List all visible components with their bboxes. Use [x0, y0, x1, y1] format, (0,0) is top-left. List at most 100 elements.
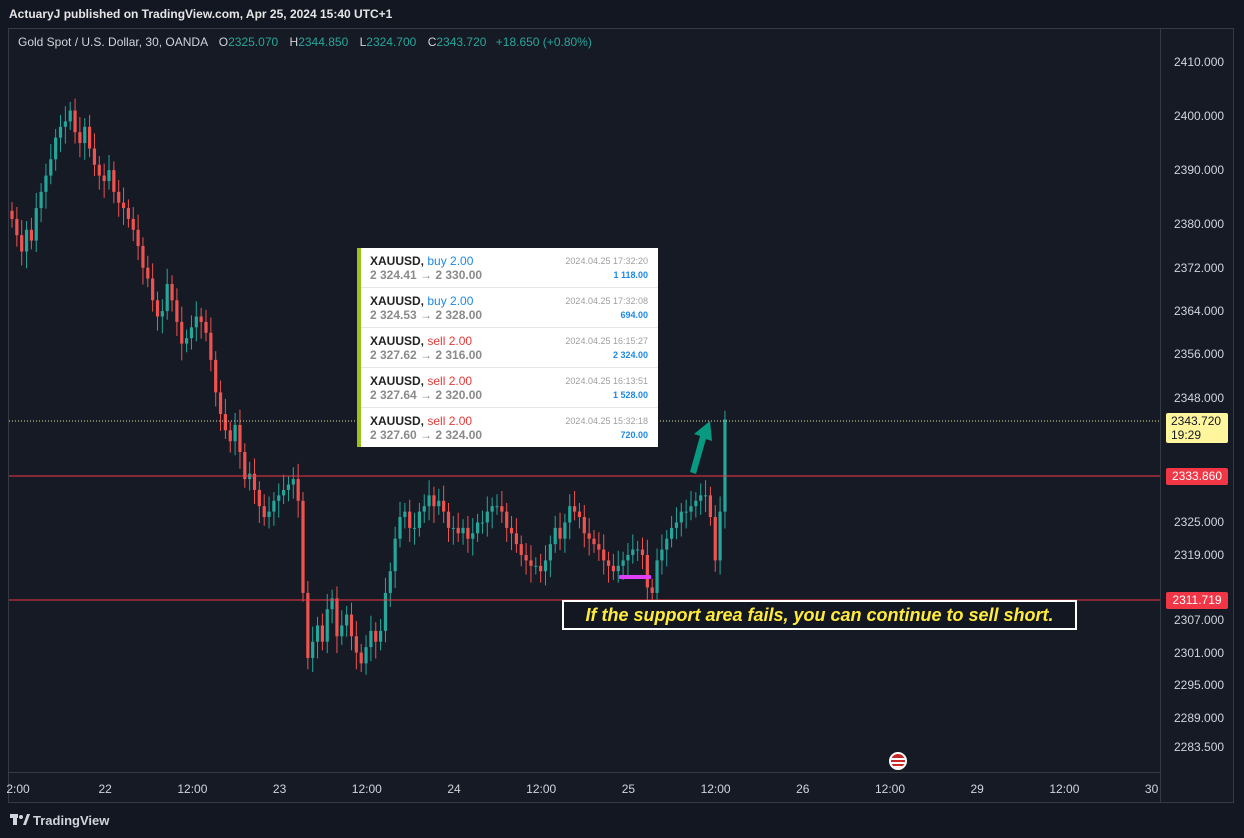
- candle-body: [388, 571, 392, 593]
- candle-body: [146, 267, 150, 279]
- candle-body: [446, 511, 451, 528]
- candle-body: [68, 110, 72, 122]
- candle-body: [165, 283, 169, 312]
- candle-body: [689, 506, 693, 512]
- candle-body: [39, 191, 43, 209]
- price-tick-label: 2319.000: [1174, 547, 1225, 562]
- price-tick-label: 2325.000: [1174, 515, 1225, 530]
- candle-body: [383, 592, 388, 631]
- candle-body: [505, 511, 509, 528]
- price-tick-label: 2356.000: [1174, 347, 1225, 362]
- footer-brand[interactable]: TradingView: [33, 813, 110, 828]
- time-tick-label: 22: [98, 782, 112, 796]
- price-tick-label: 2307.000: [1174, 613, 1225, 628]
- trade-prices: 2 327.62 → 2 316.00: [370, 348, 483, 362]
- candle-body: [44, 175, 48, 192]
- candle-body: [315, 625, 320, 642]
- current-price-badge: 2343.720 19:29: [1166, 413, 1228, 443]
- candle-body: [553, 527, 557, 545]
- candle-body: [34, 208, 38, 241]
- us-flag-event-icon[interactable]: [889, 752, 907, 770]
- candle-body: [602, 549, 606, 561]
- trade-side: sell 2.00: [427, 334, 473, 348]
- trade-prices: 2 327.64 → 2 320.00: [370, 388, 483, 402]
- trade-time: 2024.04.25 16:13:51: [565, 376, 648, 386]
- trade-profit: 1 528.00: [612, 390, 648, 400]
- candle-body: [107, 170, 111, 182]
- price-axis[interactable]: [1160, 29, 1234, 802]
- candle-body: [606, 560, 611, 566]
- candle-body: [340, 625, 344, 637]
- time-tick-label: 12:00: [1049, 782, 1080, 796]
- candle-body: [189, 327, 194, 339]
- candle-body: [456, 527, 460, 534]
- trade-time: 2024.04.25 17:32:08: [565, 296, 648, 306]
- candle-body: [272, 500, 276, 512]
- price-tick-label: 2400.000: [1174, 108, 1225, 123]
- annotation-text[interactable]: If the support area fails, you can conti…: [562, 600, 1077, 630]
- trade-symbol: XAUUSD,: [370, 254, 425, 268]
- trade-side: sell 2.00: [427, 414, 473, 428]
- candle-body: [422, 506, 426, 512]
- candle-body: [621, 560, 625, 566]
- time-tick-label: 2:00: [6, 782, 30, 796]
- candle-body: [354, 636, 358, 653]
- trade-row: XAUUSD, sell 2.00 2 327.60 → 2 324.00 20…: [361, 408, 658, 448]
- trade-prices: 2 327.60 → 2 324.00: [370, 428, 483, 442]
- candle-body: [645, 554, 649, 588]
- candle-body: [398, 517, 402, 539]
- candle-body: [141, 246, 145, 268]
- price-tick-label: 2364.000: [1174, 304, 1225, 319]
- close-value: 2343.720: [436, 35, 487, 49]
- candle-body: [54, 137, 58, 160]
- candle-body: [703, 495, 708, 497]
- candle-body: [185, 338, 189, 344]
- candle-body: [543, 560, 548, 572]
- candle-body: [252, 473, 257, 490]
- symbol-name[interactable]: Gold Spot / U.S. Dollar, 30, OANDA: [18, 35, 208, 49]
- candle-body: [102, 175, 106, 182]
- candle-body: [476, 522, 480, 534]
- candle-body: [209, 332, 213, 360]
- candle-body: [194, 316, 198, 328]
- resistance-price-badge: 2333.860: [1166, 468, 1228, 485]
- candle-body: [582, 517, 586, 534]
- candle-body: [655, 560, 659, 593]
- candle-body: [10, 210, 14, 219]
- candle-body: [320, 625, 324, 642]
- time-tick-label: 30: [1144, 782, 1159, 796]
- candle-body: [199, 316, 203, 322]
- trade-side: buy 2.00: [427, 294, 474, 308]
- trade-symbol: XAUUSD,: [370, 414, 425, 428]
- candle-body: [301, 500, 305, 593]
- candle-body: [369, 630, 373, 648]
- candle-body: [121, 202, 126, 209]
- candle-body: [699, 495, 703, 501]
- candle-body: [117, 191, 121, 203]
- candle-body: [73, 110, 77, 133]
- price-tick-label: 2283.500: [1174, 740, 1225, 755]
- candle-body: [568, 506, 572, 523]
- time-tick-label: 24: [447, 782, 461, 796]
- candle-body: [330, 598, 334, 610]
- candle-body: [291, 479, 295, 485]
- candle-body: [49, 159, 53, 176]
- price-tick-label: 2372.000: [1174, 260, 1225, 275]
- candle-body: [83, 126, 87, 144]
- tradingview-logo-icon[interactable]: [10, 812, 30, 828]
- publisher-header: ActuaryJ published on TradingView.com, A…: [0, 0, 1244, 28]
- up-arrow-icon[interactable]: [690, 421, 712, 474]
- candle-body: [694, 500, 698, 507]
- candle-body: [131, 218, 135, 230]
- trade-row: XAUUSD, buy 2.00 2 324.41 → 2 330.00 202…: [361, 248, 658, 288]
- candle-body: [718, 511, 722, 561]
- candle-body: [432, 495, 436, 507]
- current-price-value: 2343.720: [1171, 414, 1222, 428]
- candle-body: [471, 533, 475, 539]
- highlight-bar[interactable]: [619, 575, 651, 579]
- candle-body: [485, 511, 489, 523]
- candle-body: [539, 565, 543, 572]
- trade-prices: 2 324.53 → 2 328.00: [370, 308, 483, 322]
- candle-body: [616, 565, 620, 572]
